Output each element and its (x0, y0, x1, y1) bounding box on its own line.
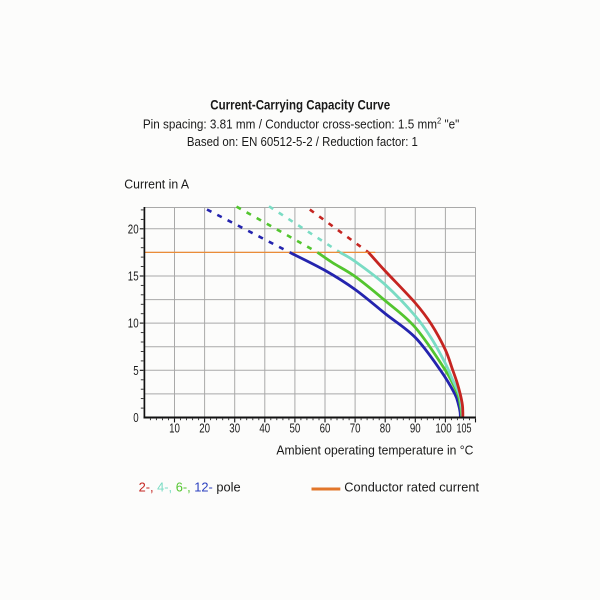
svg-text:100: 100 (435, 420, 451, 435)
svg-text:Pin spacing: 3.81 mm / Conduct: Pin spacing: 3.81 mm / Conductor cross-s… (143, 116, 459, 132)
svg-text:2-, 4-, 6-, 12- pole: 2-, 4-, 6-, 12- pole (139, 480, 241, 495)
svg-text:10: 10 (169, 420, 180, 435)
svg-text:Conductor rated current: Conductor rated current (344, 480, 479, 495)
svg-text:10: 10 (128, 316, 139, 331)
svg-text:Ambient operating temperature: Ambient operating temperature in °C (276, 442, 473, 457)
svg-text:30: 30 (229, 420, 240, 435)
svg-text:70: 70 (350, 420, 361, 435)
svg-text:Current in A: Current in A (124, 177, 189, 192)
svg-text:5: 5 (133, 363, 138, 378)
svg-text:15: 15 (128, 269, 139, 284)
svg-text:60: 60 (320, 420, 331, 435)
svg-text:Based on: EN 60512-5-2 / Reduc: Based on: EN 60512-5-2 / Reduction facto… (187, 134, 418, 149)
svg-text:Current-Carrying Capacity Curv: Current-Carrying Capacity Curve (210, 97, 390, 112)
svg-text:20: 20 (199, 420, 210, 435)
svg-text:50: 50 (290, 420, 301, 435)
svg-text:20: 20 (128, 221, 139, 236)
svg-text:40: 40 (259, 420, 270, 435)
svg-text:90: 90 (410, 420, 421, 435)
svg-text:80: 80 (380, 420, 391, 435)
svg-text:0: 0 (133, 410, 138, 425)
svg-text:105: 105 (457, 420, 472, 435)
